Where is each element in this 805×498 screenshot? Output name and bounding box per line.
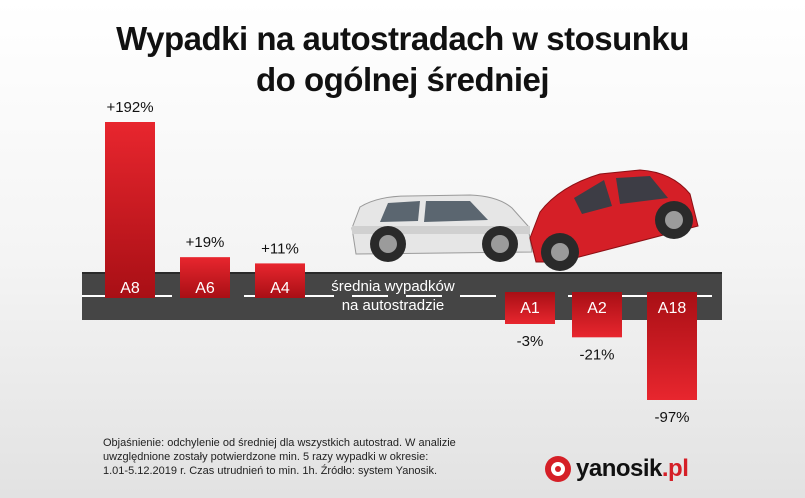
logo-tld: .pl xyxy=(661,455,689,482)
value-label-a8: +192% xyxy=(106,99,153,116)
note-line-3: 1.01-5.12.2019 r. Czas utrudnień to min.… xyxy=(103,465,438,477)
value-label-a18: -97% xyxy=(654,409,689,426)
logo-name: yanosik xyxy=(576,455,662,482)
yanosik-logo-icon xyxy=(545,456,571,482)
category-label-a2: A2 xyxy=(587,300,607,317)
category-label-a1: A1 xyxy=(520,300,540,317)
road-label-line-2: na autostradzie xyxy=(342,297,445,314)
chart-title-line-1: Wypadki na autostradach w stosunku xyxy=(116,20,689,57)
chart-title-line-2: do ogólnej średniej xyxy=(255,61,550,98)
note-line-2: uwzględnione zostały potwierdzone min. 5… xyxy=(103,451,429,463)
value-label-a4: +11% xyxy=(261,240,299,257)
bar-a6 xyxy=(180,257,230,298)
category-label-a18: A18 xyxy=(658,300,687,317)
yanosik-logo: yanosik.pl xyxy=(545,453,689,485)
bar-a2 xyxy=(572,292,622,338)
bars-group: A8 +192% A6 +19% A4 +11% A1 -3% A2 -21% A18 -97% xyxy=(105,99,697,426)
explanation-note: Objaśnienie: odchylenie od średniej dla … xyxy=(103,436,463,478)
bar-a18 xyxy=(647,292,697,400)
logo-text: yanosik.pl xyxy=(576,455,689,483)
value-label-a2: -21% xyxy=(579,346,614,363)
red-car-icon xyxy=(529,169,699,271)
bar-a8 xyxy=(105,122,155,298)
bar-a1 xyxy=(505,292,555,324)
category-label-a4: A4 xyxy=(270,280,290,297)
bar-a4 xyxy=(255,263,305,298)
value-label-a6: +19% xyxy=(186,234,225,251)
category-label-a6: A6 xyxy=(195,280,215,297)
white-car-icon xyxy=(351,194,533,262)
note-line-1: Objaśnienie: odchylenie od średniej dla … xyxy=(103,437,456,449)
road-label-line-1: średnia wypadków xyxy=(331,278,455,295)
value-label-a1: -3% xyxy=(517,333,544,350)
category-label-a8: A8 xyxy=(120,280,140,297)
